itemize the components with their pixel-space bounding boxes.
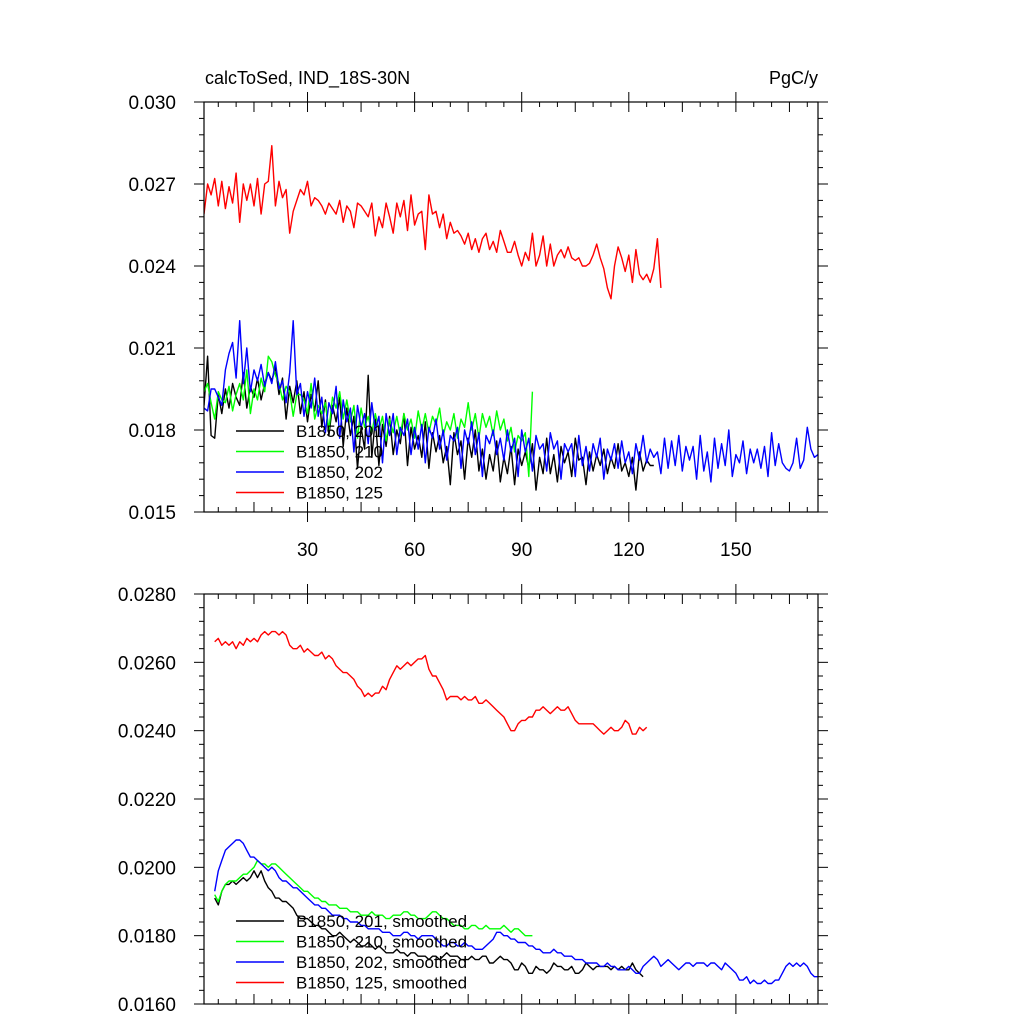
y-tick-label: 0.0220 bbox=[118, 790, 176, 811]
legend-label: B1850, 201 bbox=[296, 422, 383, 441]
x-tick-label: 120 bbox=[613, 540, 645, 561]
y-tick-label: 0.015 bbox=[128, 503, 176, 524]
y-tick-label: 0.0280 bbox=[118, 585, 176, 606]
series-line-0 bbox=[204, 355, 654, 491]
y-tick-label: 0.0260 bbox=[118, 653, 176, 674]
series-line-1 bbox=[204, 355, 534, 478]
legend-label: B1850, 125 bbox=[296, 484, 383, 503]
y-tick-label: 0.018 bbox=[128, 421, 176, 442]
series-line-0 bbox=[214, 870, 644, 978]
y-tick-label: 0.0160 bbox=[118, 995, 176, 1016]
y-tick-label: 0.0180 bbox=[118, 927, 176, 948]
bottom-panel: 0.0160 0.0180 0.0200 0.0220 0.0240 0.0260 0.02… bbox=[118, 584, 828, 1016]
legend-label: B1850, 125, smoothed bbox=[296, 974, 467, 993]
series-line-2 bbox=[214, 839, 818, 985]
x-tick-label: 30 bbox=[297, 540, 318, 561]
y-tick-label: 0.030 bbox=[128, 93, 176, 114]
series-line-2 bbox=[204, 320, 818, 483]
x-tick-label: 90 bbox=[511, 540, 532, 561]
x-tick-label: 60 bbox=[404, 540, 425, 561]
panel-title: calcToSed, IND_18S-30N bbox=[205, 68, 410, 89]
plot-frame bbox=[203, 101, 819, 513]
legend-label: B1850, 210, smoothed bbox=[296, 933, 467, 952]
series-group bbox=[204, 144, 818, 491]
legend-label: B1850, 202 bbox=[296, 463, 383, 482]
series-line-3 bbox=[214, 630, 648, 735]
x-tick-label: 150 bbox=[720, 540, 752, 561]
legend-label: B1850, 210 bbox=[296, 443, 383, 462]
y-tick-label: 0.021 bbox=[128, 339, 176, 360]
series-line-1 bbox=[214, 859, 533, 937]
legend-label: B1850, 202, smoothed bbox=[296, 953, 467, 972]
series-line-3 bbox=[204, 144, 662, 300]
y-tick-label: 0.0240 bbox=[118, 722, 176, 743]
y-tick-label: 0.024 bbox=[128, 257, 176, 278]
y-tick-label: 0.027 bbox=[128, 175, 176, 196]
legend-label: B1850, 201, smoothed bbox=[296, 912, 467, 931]
y-tick-label: 0.0200 bbox=[118, 858, 176, 879]
series-group bbox=[214, 630, 818, 985]
units-label: PgC/y bbox=[769, 68, 818, 88]
top-panel: calcToSed, IND_18S-30N PgC/y 30 60 90 120 15… bbox=[128, 68, 828, 561]
